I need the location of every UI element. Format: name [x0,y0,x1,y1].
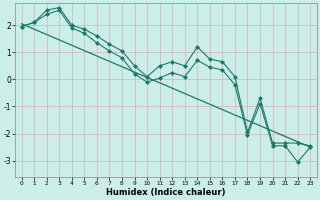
X-axis label: Humidex (Indice chaleur): Humidex (Indice chaleur) [106,188,226,197]
